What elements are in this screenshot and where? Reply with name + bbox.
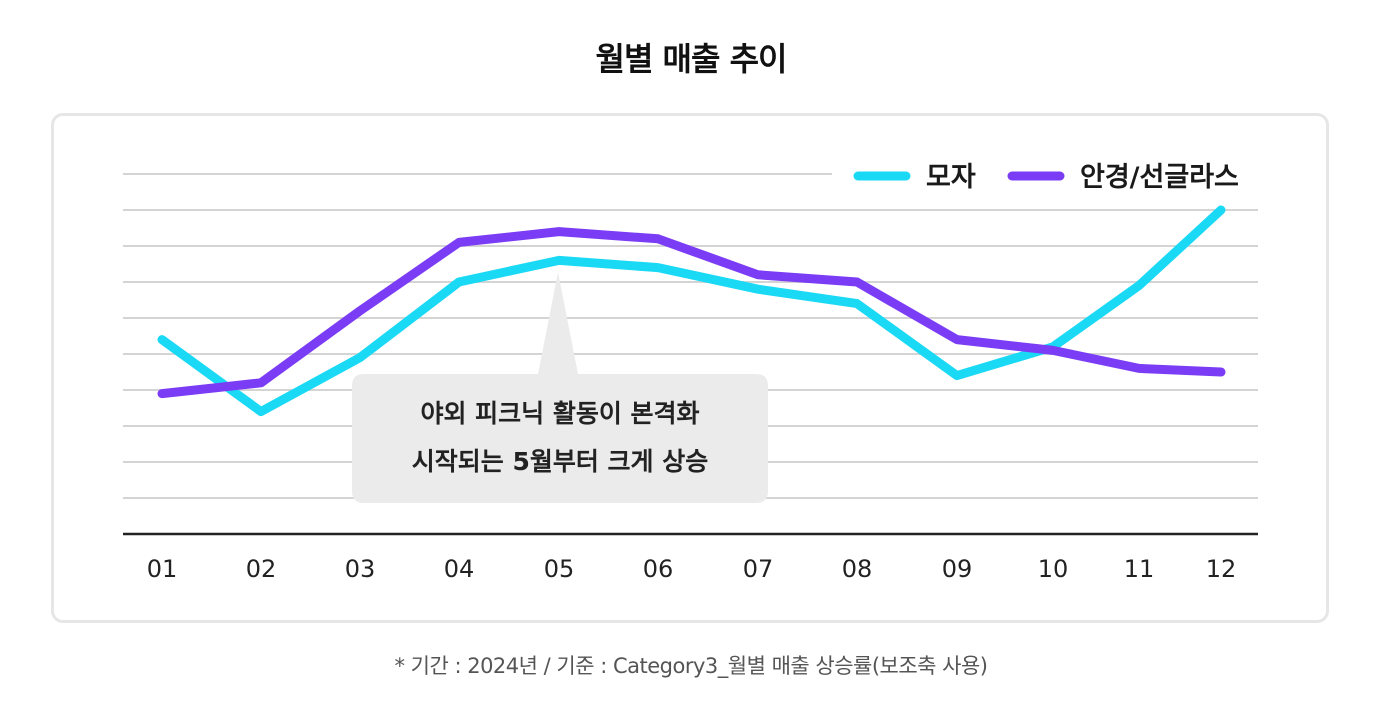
series-lines <box>157 205 1226 417</box>
x-tick-label: 06 <box>643 555 674 583</box>
x-tick-label: 05 <box>544 555 575 583</box>
x-tick-label: 07 <box>743 555 774 583</box>
legend: 모자 안경/선글라스 <box>832 155 1272 197</box>
callout-line-2: 시작되는 5월부터 크게 상승 <box>412 447 709 476</box>
gridlines <box>123 173 1258 536</box>
x-tick-label: 03 <box>345 555 376 583</box>
callout-line-1: 야외 피크닉 활동이 본격화 <box>420 399 699 428</box>
x-axis-ticks: 01 02 03 04 05 06 07 08 09 10 11 12 <box>147 555 1237 583</box>
series-line-glasses <box>157 227 1226 399</box>
x-tick-label: 09 <box>942 555 973 583</box>
legend-label-hat: 모자 <box>926 162 976 193</box>
x-tick-label: 08 <box>842 555 873 583</box>
series-line-hat <box>157 205 1226 417</box>
x-tick-label: 02 <box>246 555 277 583</box>
x-tick-label: 04 <box>444 555 475 583</box>
x-tick-label: 12 <box>1206 555 1237 583</box>
chart-title: 월별 매출 추이 <box>595 40 788 78</box>
x-tick-label: 10 <box>1038 555 1069 583</box>
annotation-callout: 야외 피크닉 활동이 본격화 시작되는 5월부터 크게 상승 <box>352 272 768 503</box>
legend-label-glasses: 안경/선글라스 <box>1080 162 1239 193</box>
callout-bubble <box>352 272 768 503</box>
footnote: * 기간 : 2024년 / 기준 : Category3_월별 매출 상승률(… <box>394 654 988 678</box>
x-tick-label: 01 <box>147 555 178 583</box>
x-tick-label: 11 <box>1124 555 1155 583</box>
